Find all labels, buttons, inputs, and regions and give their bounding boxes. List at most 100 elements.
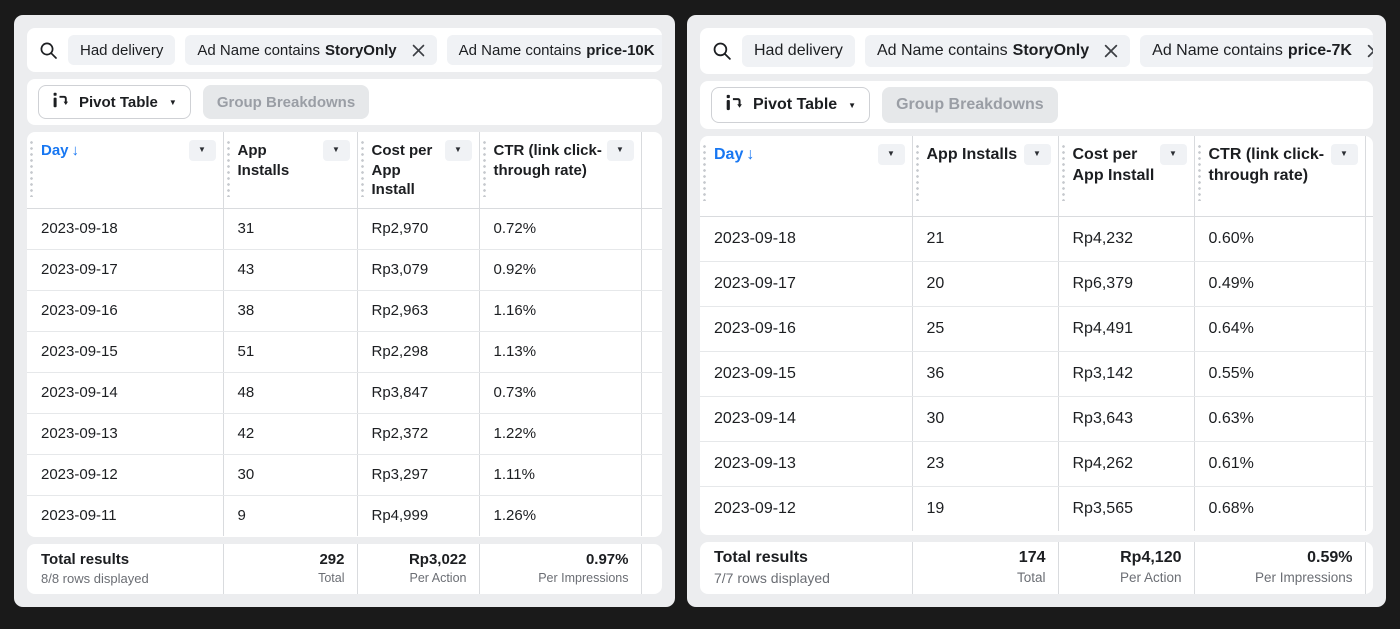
pivot-table-icon [725, 93, 744, 117]
group-breakdowns-button[interactable]: Group Breakdowns [202, 85, 370, 119]
cell-empty [640, 372, 662, 414]
cell-empty [640, 290, 662, 332]
cell-app-installs: 30 [911, 396, 1058, 442]
cell-empty [1364, 216, 1373, 262]
cell-day: 2023-09-15 [700, 351, 912, 397]
drag-handle[interactable] [226, 141, 230, 197]
table-row: 2023-09-13 42 Rp2,372 1.22% [27, 413, 662, 455]
cell-ctr: 0.55% [1193, 351, 1365, 397]
column-label: App Installs [926, 146, 1018, 163]
drag-handle[interactable] [1061, 145, 1065, 201]
column-header-empty [640, 132, 662, 209]
cell-empty [640, 331, 662, 373]
column-header-ctr[interactable]: CTR (link click-through rate) ▼ [1193, 136, 1365, 217]
cell-day: 2023-09-17 [27, 249, 223, 291]
table-row: 2023-09-18 21 Rp4,232 0.60% [700, 216, 1373, 262]
filter-chip-ad-name-price-7k[interactable]: Ad Name contains price-7K [1140, 35, 1373, 67]
filter-chip-label: Had delivery [80, 41, 164, 59]
column-header-cost-per-install[interactable]: Cost per App Install ▼ [356, 132, 479, 209]
column-menu-button[interactable]: ▼ [1023, 144, 1051, 165]
remove-filter-icon[interactable] [412, 44, 425, 57]
cell-ctr: 0.60% [1193, 216, 1365, 262]
filter-chip-ad-name-storyonly[interactable]: Ad Name contains StoryOnly [864, 35, 1131, 67]
pivot-table: Day ↓ ▼ App Installs ▼ Cost per App Insta… [700, 136, 1373, 535]
rows-displayed-label: 8/8 rows displayed [41, 570, 149, 586]
column-header-empty [1364, 136, 1373, 217]
cell-ctr: 0.49% [1193, 261, 1365, 307]
total-results-cell: Total results 8/8 rows displayed [27, 544, 223, 594]
remove-filter-icon[interactable] [1104, 44, 1118, 58]
drag-handle[interactable] [482, 141, 486, 197]
total-app-installs: 174 Total [911, 542, 1058, 594]
filter-chip-had-delivery[interactable]: Had delivery [68, 35, 176, 65]
total-empty-cell [1364, 542, 1373, 594]
cell-day: 2023-09-11 [41, 507, 117, 525]
column-menu-button[interactable]: ▼ [444, 140, 472, 161]
total-cost-per-install: Rp3,022 Per Action [356, 544, 479, 594]
chevron-down-icon: ▼ [848, 100, 857, 110]
rows-displayed-label: 7/7 rows displayed [714, 569, 830, 586]
total-cost-per-install: Rp4,120 Per Action [1057, 542, 1194, 594]
column-menu-button[interactable]: ▼ [606, 140, 634, 161]
view-selector-label: Pivot Table [753, 96, 838, 113]
cell-day: 2023-09-16 [27, 290, 223, 332]
sort-descending-icon: ↓ [746, 146, 755, 163]
drag-handle[interactable] [703, 145, 706, 201]
filter-chip-had-delivery[interactable]: Had delivery [742, 35, 855, 67]
pivot-table-dropdown[interactable]: Pivot Table ▼ [711, 87, 871, 123]
column-header-day[interactable]: Day ↓ ▼ [27, 132, 223, 209]
cell-cost-per-install: Rp3,847 [356, 372, 479, 414]
table-row: 2023-09-12 19 Rp3,565 0.68% [700, 486, 1373, 531]
cell-ctr: 0.64% [1193, 306, 1365, 352]
cell-app-installs: 51 [222, 331, 357, 373]
cell-empty [640, 495, 662, 536]
cell-day: 2023-09-18 [700, 216, 912, 262]
column-header-ctr[interactable]: CTR (link click-through rate) ▼ [478, 132, 641, 209]
group-breakdowns-button[interactable]: Group Breakdowns [882, 87, 1058, 123]
table-row: 2023-09-15 51 Rp2,298 1.13% [27, 331, 662, 373]
filter-chip-ad-name-price-10k[interactable]: Ad Name contains price-10K [446, 35, 662, 65]
filter-chip-ad-name-storyonly[interactable]: Ad Name contains StoryOnly [185, 35, 437, 65]
table-row: 2023-09-15 36 Rp3,142 0.55% [700, 351, 1373, 397]
filter-chip-value: price-10K [586, 41, 655, 59]
drag-handle[interactable] [360, 141, 364, 197]
ads-report-panel-right: Had delivery Ad Name contains StoryOnly … [687, 15, 1386, 607]
drag-handle[interactable] [30, 141, 33, 197]
column-header-cost-per-install[interactable]: Cost per App Install ▼ [1057, 136, 1194, 217]
column-header-app-installs[interactable]: App Installs ▼ [222, 132, 357, 209]
drag-handle[interactable] [1197, 145, 1201, 201]
filter-bar[interactable]: Had delivery Ad Name contains StoryOnly … [27, 28, 662, 72]
view-selector-label: Pivot Table [79, 93, 158, 111]
cell-app-installs: 42 [222, 413, 357, 455]
cell-app-installs: 19 [911, 486, 1058, 531]
column-menu-button[interactable]: ▼ [322, 140, 350, 161]
filter-chip-label: Ad Name contains [197, 41, 320, 59]
cell-ctr: 1.22% [478, 413, 641, 455]
total-results-card: Total results 8/8 rows displayed 292 Tot… [27, 544, 662, 594]
column-header-app-installs[interactable]: App Installs ▼ [911, 136, 1058, 217]
column-menu-button[interactable]: ▼ [877, 144, 905, 165]
cell-ctr: 1.11% [478, 454, 641, 496]
table-row: 2023-09-14 48 Rp3,847 0.73% [27, 372, 662, 414]
remove-filter-icon[interactable] [1367, 44, 1373, 58]
filter-bar[interactable]: Had delivery Ad Name contains StoryOnly … [700, 28, 1373, 74]
table-row: 2023-09-18 31 Rp2,970 0.72% [27, 208, 662, 250]
chevron-down-icon: ▼ [168, 97, 177, 107]
column-header-day[interactable]: Day ↓ ▼ [700, 136, 912, 217]
filter-chip-value: price-7K [1287, 42, 1352, 59]
cell-app-installs: 23 [911, 441, 1058, 487]
column-menu-button[interactable]: ▼ [1159, 144, 1187, 165]
column-menu-button[interactable]: ▼ [1330, 144, 1358, 165]
drag-handle[interactable] [915, 145, 919, 201]
cell-ctr: 0.68% [1193, 486, 1365, 531]
total-row: Total results 7/7 rows displayed 174 Tot… [700, 542, 1373, 594]
table-row: 2023-09-17 43 Rp3,079 0.92% [27, 249, 662, 291]
cell-cost-per-install: Rp4,232 [1057, 216, 1194, 262]
table-row: 2023-09-17 20 Rp6,379 0.49% [700, 261, 1373, 307]
search-icon [39, 41, 58, 60]
pivot-table-dropdown[interactable]: Pivot Table ▼ [38, 85, 191, 119]
cell-ctr: 1.13% [478, 331, 641, 373]
cell-cost-per-install: Rp4,999 [356, 495, 479, 536]
view-toolbar: Pivot Table ▼ Group Breakdowns [700, 81, 1373, 129]
column-menu-button[interactable]: ▼ [188, 140, 216, 161]
